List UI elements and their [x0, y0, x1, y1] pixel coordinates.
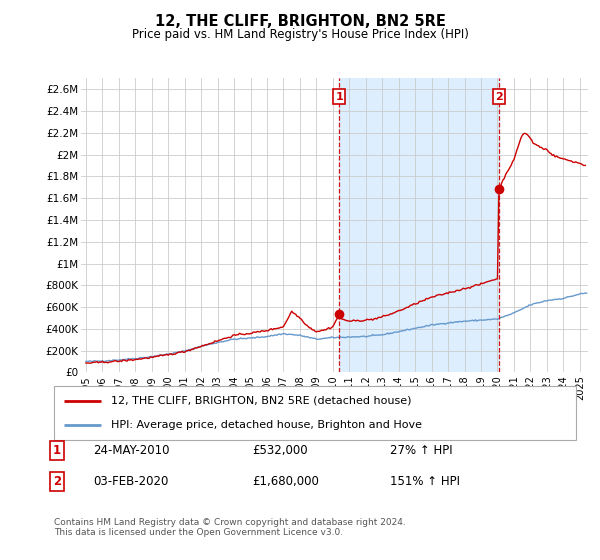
Text: 1: 1 — [53, 444, 61, 458]
Text: 1: 1 — [335, 92, 343, 101]
Text: 2: 2 — [495, 92, 503, 101]
Text: 12, THE CLIFF, BRIGHTON, BN2 5RE (detached house): 12, THE CLIFF, BRIGHTON, BN2 5RE (detach… — [112, 396, 412, 406]
Text: £1,680,000: £1,680,000 — [252, 475, 319, 488]
FancyBboxPatch shape — [54, 386, 576, 440]
Text: 03-FEB-2020: 03-FEB-2020 — [93, 475, 169, 488]
Text: 12, THE CLIFF, BRIGHTON, BN2 5RE: 12, THE CLIFF, BRIGHTON, BN2 5RE — [155, 14, 445, 29]
Text: HPI: Average price, detached house, Brighton and Hove: HPI: Average price, detached house, Brig… — [112, 420, 422, 430]
Bar — [339, 78, 499, 372]
Text: 27% ↑ HPI: 27% ↑ HPI — [390, 444, 452, 458]
Text: £532,000: £532,000 — [252, 444, 308, 458]
Text: 2: 2 — [53, 475, 61, 488]
Text: 24-MAY-2010: 24-MAY-2010 — [93, 444, 170, 458]
Text: Contains HM Land Registry data © Crown copyright and database right 2024.
This d: Contains HM Land Registry data © Crown c… — [54, 518, 406, 538]
Text: 151% ↑ HPI: 151% ↑ HPI — [390, 475, 460, 488]
Text: Price paid vs. HM Land Registry's House Price Index (HPI): Price paid vs. HM Land Registry's House … — [131, 28, 469, 41]
